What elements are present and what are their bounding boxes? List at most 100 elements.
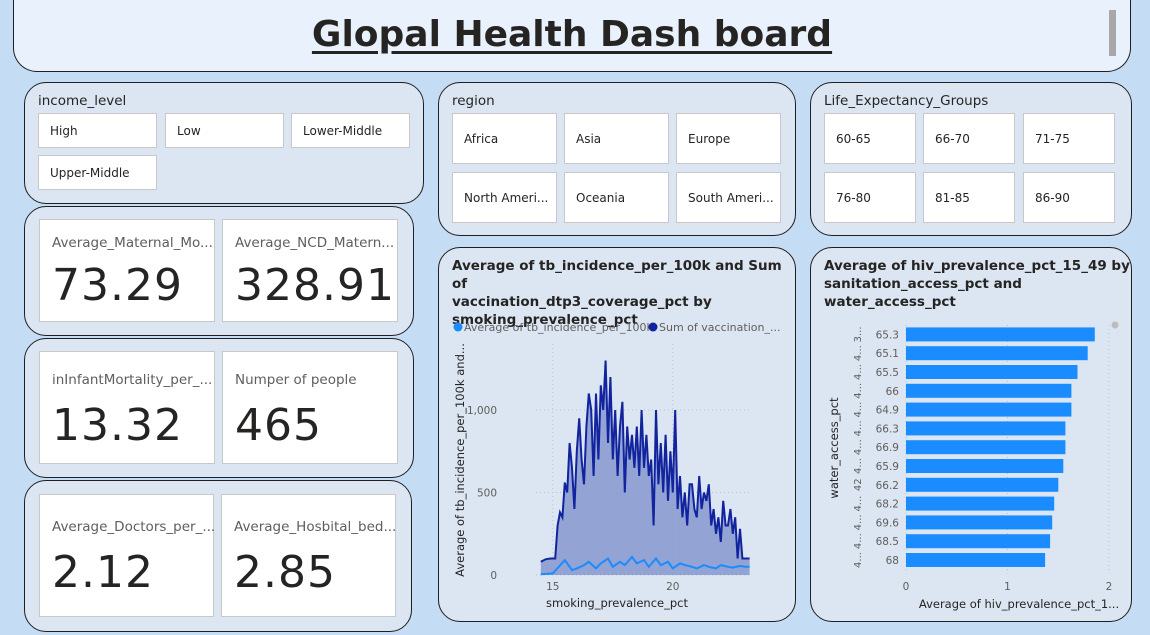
x-tick-label: 15 (546, 581, 559, 593)
bar[interactable] (906, 459, 1064, 473)
vaccination-series-line[interactable] (540, 360, 750, 563)
chart-title-line: vaccination_dtp3_coverage_pct by (452, 294, 712, 310)
chart-legend[interactable]: Average of tb_incidence_per_100k Sum of … (453, 321, 781, 334)
legend-label-tb: Average of tb_incidence_per_100k (464, 321, 653, 334)
category-label: 68.2 (876, 499, 899, 511)
bar-chart[interactable]: 3... 4... 4... 4... 4... 4... 4... 4... 42 4... 4.… (811, 248, 1133, 623)
category-label: 66 (886, 386, 900, 398)
outer-category-label: 4... (853, 552, 864, 568)
slicer-option-lower-middle[interactable]: Lower-Middle (291, 113, 410, 148)
tb-vaccination-chart-panel: Average of tb_incidence_per_100k and Sum… (438, 247, 796, 622)
category-label: 66.3 (876, 423, 899, 435)
outer-category-label: 4... (853, 439, 864, 455)
category-label: 65.3 (876, 329, 899, 341)
slicer-option-north-america[interactable]: North Ameri... (452, 172, 557, 223)
y-tick-label: 0 (490, 570, 497, 582)
bar[interactable] (906, 477, 1059, 492)
slicer-option-76-80[interactable]: 76-80 (824, 172, 916, 223)
inner-category-labels: 65.3 65.1 65.5 66 64.9 66.3 66.9 65.9 66.2 68.2 69… (876, 329, 900, 567)
tb-incidence-series-line[interactable] (540, 555, 750, 576)
slicer-option-upper-middle[interactable]: Upper-Middle (38, 155, 157, 190)
kpi-card-number-of-people[interactable]: Numper of people 465 (222, 351, 398, 464)
vaccination-area-fill (540, 360, 750, 575)
region-slicer: region Africa Asia Europe North Ameri...… (438, 82, 796, 236)
slicer-option-low[interactable]: Low (165, 113, 284, 148)
scroll-handle-icon[interactable] (1111, 321, 1119, 329)
kpi-group-maternal: Average_Maternal_Mo... 73.29 Average_NCD… (24, 206, 414, 336)
kpi-value: 13.32 (52, 400, 183, 451)
category-label: 66.2 (876, 480, 899, 492)
bar[interactable] (906, 440, 1066, 455)
slicer-option-86-90[interactable]: 86-90 (1023, 172, 1115, 223)
chart-title-line: smoking_prevalence_pct (452, 312, 638, 328)
bar[interactable] (906, 553, 1046, 567)
bar[interactable] (906, 402, 1072, 417)
kpi-value: 2.85 (234, 547, 336, 598)
y-axis-label: water_access_pct (827, 397, 841, 499)
slicer-option-europe[interactable]: Europe (676, 113, 781, 164)
legend-label-vaccination: Sum of vaccination_... (659, 321, 780, 334)
slicer-option-high[interactable]: High (38, 113, 157, 148)
chart-title: Average of hiv_prevalence_pct_15_49 by s… (824, 257, 1130, 311)
slicer-option-66-70[interactable]: 66-70 (923, 113, 1015, 164)
slicer-option-africa[interactable]: Africa (452, 113, 557, 164)
bar[interactable] (906, 421, 1066, 436)
kpi-label: inInfantMortality_per_... (52, 372, 213, 388)
category-label: 64.9 (876, 405, 899, 417)
category-label: 68 (886, 555, 899, 567)
bar[interactable] (906, 383, 1072, 398)
life-expectancy-slicer: Life_Expectancy_Groups 60-65 66-70 71-75… (810, 82, 1132, 236)
kpi-label: Average_NCD_Matern... (235, 235, 395, 251)
header-scrollbar[interactable] (1109, 10, 1116, 56)
outer-category-label: 4... (853, 402, 864, 418)
x-tick-label: 1 (1004, 581, 1011, 593)
bar[interactable] (906, 496, 1055, 511)
kpi-card-maternal-mortality[interactable]: Average_Maternal_Mo... 73.29 (39, 219, 215, 322)
outer-category-label: 4... (853, 533, 864, 549)
x-axis-ticks: 0 1 2 (903, 581, 1113, 593)
chart-title-line: water_access_pct (824, 294, 956, 310)
kpi-card-hospital-beds[interactable]: Average_Hosbital_bed... 2.85 (221, 494, 396, 617)
slicer-option-81-85[interactable]: 81-85 (923, 172, 1015, 223)
area-chart[interactable]: Average of tb_incidence_per_100k Sum of … (439, 248, 797, 623)
slicer-option-60-65[interactable]: 60-65 (824, 113, 916, 164)
kpi-value: 328.91 (235, 260, 395, 311)
kpi-group-infant: inInfantMortality_per_... 13.32 Numper o… (24, 338, 414, 478)
kpi-value: 73.29 (52, 260, 183, 311)
outer-category-label: 4... (853, 383, 864, 399)
bar-series (906, 327, 1095, 567)
category-label: 68.5 (876, 536, 899, 548)
slicer-title: region (452, 93, 495, 109)
kpi-card-ncd-maternal[interactable]: Average_NCD_Matern... 328.91 (222, 219, 398, 322)
bar[interactable] (906, 327, 1095, 342)
outer-category-label: 3... (853, 326, 864, 342)
y-axis-ticks: 0 500 1,000 (467, 405, 497, 582)
slicer-title: Life_Expectancy_Groups (824, 93, 989, 109)
legend-marker-vaccination (648, 322, 658, 332)
slicer-option-oceania[interactable]: Oceania (564, 172, 669, 223)
kpi-label: Average_Doctors_per_... (52, 519, 216, 535)
dashboard-header: Glopal Health Dash board (13, 0, 1131, 72)
kpi-label: Average_Maternal_Mo... (52, 235, 213, 251)
y-axis-label: Average of tb_incidence_per_100k and... (453, 343, 467, 577)
bar[interactable] (906, 365, 1078, 379)
kpi-card-doctors[interactable]: Average_Doctors_per_... 2.12 (39, 494, 216, 617)
kpi-value: 2.12 (52, 547, 154, 598)
kpi-card-infant-mortality[interactable]: inInfantMortality_per_... 13.32 (39, 351, 215, 464)
slicer-option-71-75[interactable]: 71-75 (1023, 113, 1115, 164)
bar[interactable] (906, 534, 1051, 549)
x-tick-label: 0 (903, 581, 910, 593)
slicer-option-asia[interactable]: Asia (564, 113, 669, 164)
page-title: Glopal Health Dash board (311, 14, 833, 55)
bar[interactable] (906, 515, 1053, 530)
income-level-slicer: income_level High Low Lower-Middle Upper… (24, 82, 424, 204)
slicer-option-south-america[interactable]: South Ameri... (676, 172, 781, 223)
kpi-value: 465 (235, 400, 322, 451)
chart-title-line: Average of tb_incidence_per_100k and Sum… (452, 258, 782, 292)
outer-category-label: 42 (853, 478, 864, 491)
outer-category-label: 4... (853, 420, 864, 436)
bar[interactable] (906, 346, 1088, 361)
chart-title-line: sanitation_access_pct and (824, 276, 1022, 292)
slicer-title: income_level (38, 93, 127, 109)
x-axis-ticks: 15 20 (546, 581, 679, 593)
